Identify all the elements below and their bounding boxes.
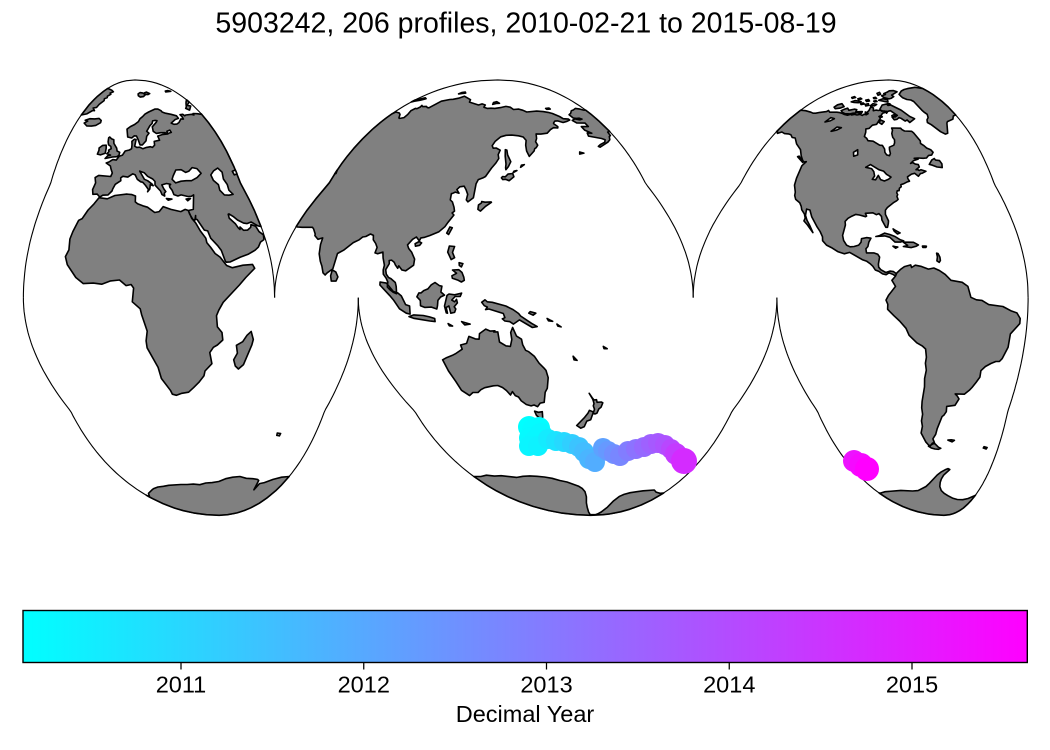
svg-text:5903242, 206 profiles, 2010-02: 5903242, 206 profiles, 2010-02-21 to 201… <box>215 7 836 39</box>
svg-text:Decimal Year: Decimal Year <box>456 701 595 727</box>
svg-text:2011: 2011 <box>156 672 207 698</box>
svg-text:2015: 2015 <box>886 672 938 698</box>
svg-text:2014: 2014 <box>703 672 755 698</box>
svg-text:2013: 2013 <box>520 672 572 698</box>
svg-text:2012: 2012 <box>338 672 390 698</box>
